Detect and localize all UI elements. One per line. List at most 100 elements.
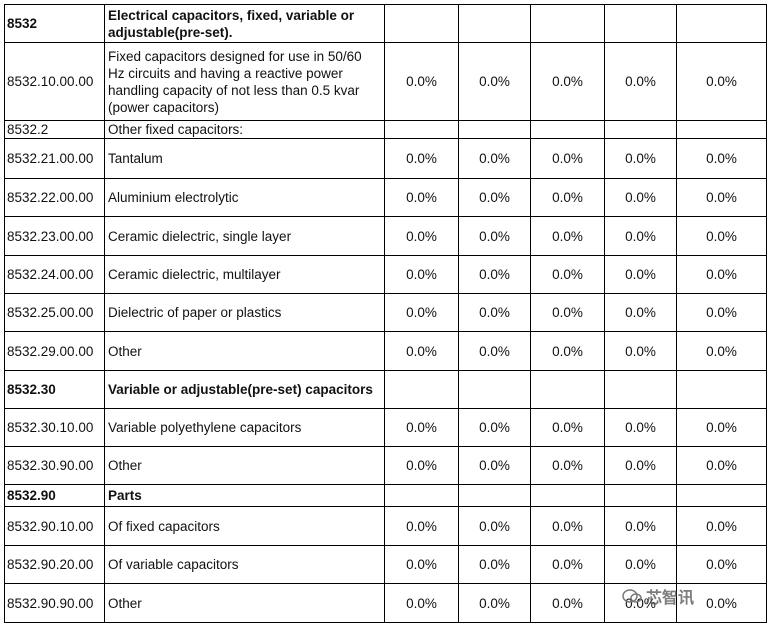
hs-code: 8532.29.00.00: [4, 331, 105, 371]
description: Other fixed capacitors:: [104, 120, 385, 139]
duty-rate: 0.0%: [384, 178, 459, 217]
table-row: 8532.2 Other fixed capacitors:: [4, 120, 767, 139]
empty-cell: [676, 370, 767, 409]
duty-rate: 0.0%: [676, 506, 767, 546]
table-row: 8532.30.90.00 Other 0.0% 0.0% 0.0% 0.0% 0.0%: [4, 446, 767, 485]
duty-rate: 0.0%: [530, 331, 605, 371]
hs-code: 8532.30.90.00: [4, 446, 105, 485]
empty-cell: [384, 484, 459, 507]
duty-rate: 0.0%: [458, 293, 531, 332]
duty-rate: 0.0%: [458, 583, 531, 623]
duty-rate: 0.0%: [676, 216, 767, 256]
description: Ceramic dielectric, single layer: [104, 216, 385, 256]
duty-rate: 0.0%: [530, 545, 605, 584]
duty-rate: 0.0%: [458, 446, 531, 485]
empty-cell: [530, 120, 605, 139]
hs-code: 8532.90.10.00: [4, 506, 105, 546]
description: Ceramic dielectric, multilayer: [104, 255, 385, 294]
empty-cell: [384, 4, 459, 43]
duty-rate: 0.0%: [458, 216, 531, 256]
table-row: 8532.90.20.00 Of variable capacitors 0.0% 0…: [4, 545, 767, 584]
empty-cell: [604, 4, 677, 43]
table-row: 8532.90 Parts: [4, 484, 767, 507]
duty-rate: 0.0%: [384, 545, 459, 584]
hs-code: 8532.24.00.00: [4, 255, 105, 294]
table-row: 8532.21.00.00 Tantalum 0.0% 0.0% 0.0% 0.0% 0.0…: [4, 138, 767, 179]
description: Electrical capacitors, fixed, variable o…: [104, 4, 385, 43]
table-row: 8532.90.90.00 Other 0.0% 0.0% 0.0% 0.0% 0.0%: [4, 583, 767, 623]
duty-rate: 0.0%: [604, 216, 677, 256]
duty-rate: 0.0%: [676, 583, 767, 623]
empty-cell: [604, 370, 677, 409]
duty-rate: 0.0%: [384, 583, 459, 623]
hs-code: 8532.90.20.00: [4, 545, 105, 584]
empty-cell: [530, 484, 605, 507]
duty-rate: 0.0%: [530, 255, 605, 294]
empty-cell: [458, 4, 531, 43]
description: Other: [104, 446, 385, 485]
hs-code: 8532.23.00.00: [4, 216, 105, 256]
hs-code: 8532.21.00.00: [4, 138, 105, 179]
duty-rate: 0.0%: [530, 42, 605, 121]
hs-code: 8532.30: [4, 370, 105, 409]
duty-rate: 0.0%: [458, 408, 531, 447]
duty-rate: 0.0%: [458, 178, 531, 217]
table-row: 8532.25.00.00 Dielectric of paper or plas…: [4, 293, 767, 332]
duty-rate: 0.0%: [604, 293, 677, 332]
description: Variable polyethylene capacitors: [104, 408, 385, 447]
table-row: 8532.90.10.00 Of fixed capacitors 0.0% 0.0%…: [4, 506, 767, 546]
duty-rate: 0.0%: [458, 545, 531, 584]
duty-rate: 0.0%: [676, 138, 767, 179]
duty-rate: 0.0%: [384, 42, 459, 121]
duty-rate: 0.0%: [676, 178, 767, 217]
duty-rate: 0.0%: [530, 178, 605, 217]
hs-code: 8532.2: [4, 120, 105, 139]
duty-rate: 0.0%: [384, 446, 459, 485]
duty-rate: 0.0%: [384, 293, 459, 332]
hs-code: 8532.22.00.00: [4, 178, 105, 217]
empty-cell: [384, 120, 459, 139]
duty-rate: 0.0%: [676, 408, 767, 447]
empty-cell: [676, 4, 767, 43]
duty-rate: 0.0%: [458, 255, 531, 294]
duty-rate: 0.0%: [604, 331, 677, 371]
empty-cell: [530, 4, 605, 43]
duty-rate: 0.0%: [604, 506, 677, 546]
empty-cell: [604, 120, 677, 139]
table-row: 8532.23.00.00 Ceramic dielectric, single …: [4, 216, 767, 256]
duty-rate: 0.0%: [604, 408, 677, 447]
description: Of fixed capacitors: [104, 506, 385, 546]
hs-code: 8532.25.00.00: [4, 293, 105, 332]
description: Parts: [104, 484, 385, 507]
duty-rate: 0.0%: [676, 42, 767, 121]
duty-rate: 0.0%: [676, 255, 767, 294]
duty-rate: 0.0%: [458, 331, 531, 371]
duty-rate: 0.0%: [458, 42, 531, 121]
duty-rate: 0.0%: [458, 506, 531, 546]
duty-rate: 0.0%: [384, 255, 459, 294]
duty-rate: 0.0%: [530, 506, 605, 546]
duty-rate: 0.0%: [384, 331, 459, 371]
watermark-text: 芯智讯: [646, 590, 695, 607]
table-row: 8532.29.00.00 Other 0.0% 0.0% 0.0% 0.0% 0.0%: [4, 331, 767, 371]
description: Other: [104, 331, 385, 371]
empty-cell: [530, 370, 605, 409]
duty-rate: 0.0%: [530, 293, 605, 332]
duty-rate: 0.0%: [530, 408, 605, 447]
description: Fixed capacitors designed for use in 50/…: [104, 42, 385, 121]
empty-cell: [384, 370, 459, 409]
tariff-table: 8532 Electrical capacitors, fixed, variab…: [4, 4, 767, 623]
description: Other: [104, 583, 385, 623]
table-row: 8532.24.00.00 Ceramic dielectric, multila…: [4, 255, 767, 294]
empty-cell: [458, 370, 531, 409]
hs-code: 8532.90: [4, 484, 105, 507]
table-row: 8532.22.00.00 Aluminium electrolytic 0.0% 0…: [4, 178, 767, 217]
empty-cell: [604, 484, 677, 507]
duty-rate: 0.0%: [604, 446, 677, 485]
empty-cell: [676, 120, 767, 139]
empty-cell: [458, 484, 531, 507]
description: Of variable capacitors: [104, 545, 385, 584]
duty-rate: 0.0%: [676, 446, 767, 485]
hs-code: 8532.30.10.00: [4, 408, 105, 447]
